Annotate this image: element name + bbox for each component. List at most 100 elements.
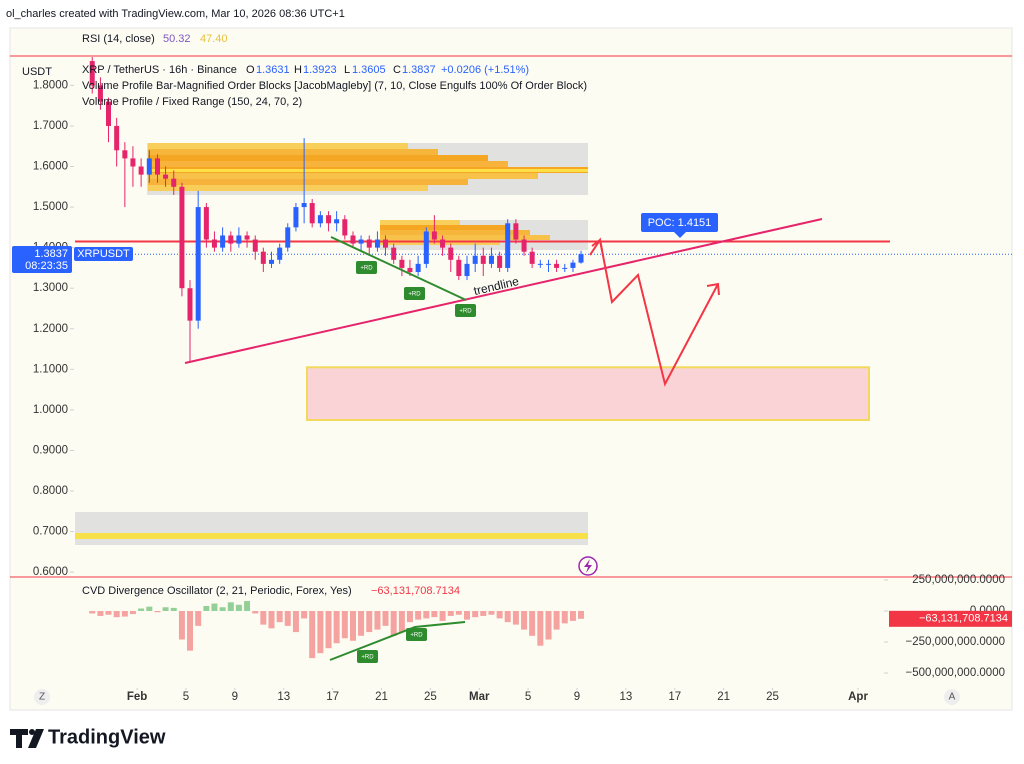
candle-body [260, 251, 266, 264]
ui-button-label[interactable]: A [949, 692, 956, 703]
cvd-bar [447, 610, 454, 616]
cvd-bar [374, 610, 381, 630]
candle-body [440, 239, 446, 248]
cvd-bar [358, 610, 365, 636]
candle-body [415, 263, 421, 272]
y-tick-label: 0.8000 [33, 485, 68, 497]
rd-tag [404, 287, 425, 300]
y-tick-label: 0.9000 [33, 444, 68, 456]
logo-text: TradingView [48, 726, 166, 748]
volume-bar [380, 220, 460, 225]
cvd-bar [504, 610, 511, 623]
ohlc-value: 1.3631 [256, 64, 290, 76]
candle-body [211, 239, 217, 248]
overlay: RSI (14, close) 50.32 47.40 USDT XRP / T… [10, 33, 1012, 748]
ohlc-letter: O [246, 64, 255, 76]
cvd-bar [235, 604, 242, 611]
cvd-bar [301, 610, 308, 619]
y-tick-label: 1.8000 [33, 79, 68, 91]
candle-body [505, 223, 511, 268]
cvd-bar [333, 610, 340, 644]
candle-body [383, 239, 389, 248]
ui-button[interactable] [944, 689, 960, 705]
cvd-bar [121, 610, 128, 617]
ui-button-label[interactable]: Z [39, 692, 45, 703]
cvd-tick-label: −250,000,000.0000 [906, 636, 1005, 648]
cvd-value-tag: −63,131,708.7134 [889, 610, 1012, 627]
cvd-bar [284, 610, 291, 626]
candle-body [220, 235, 226, 248]
y-tick-label: 1.7000 [33, 120, 68, 132]
cvd-bar [455, 610, 462, 615]
volume-bar [148, 143, 408, 149]
candle-body [277, 247, 283, 260]
cvd-bar [325, 610, 332, 649]
candle-body [301, 203, 307, 208]
alert-icon [584, 559, 592, 573]
volume-bar [148, 179, 468, 185]
cvd-bar [113, 610, 120, 618]
cvd-bar [390, 610, 397, 636]
ohlc-value: 1.3605 [352, 64, 386, 76]
cvd-bar [406, 610, 413, 623]
candle-body [317, 215, 323, 224]
drawings [184, 218, 823, 576]
ui-button[interactable] [34, 689, 50, 705]
candle-body [138, 166, 144, 175]
candle-body [570, 262, 576, 268]
rsi-value: 47.40 [200, 33, 228, 45]
ohlc-letter: L [344, 64, 350, 76]
candle-body [285, 227, 291, 248]
candle-body [546, 263, 552, 265]
cvd-bar [545, 610, 552, 640]
cvd-bar [138, 608, 145, 611]
candle-body [236, 235, 242, 244]
cvd-bar [186, 610, 193, 651]
candle-body [472, 255, 478, 264]
volume-bar [380, 235, 550, 240]
y-tick-label: 1.2000 [33, 323, 68, 335]
cvd-bar [219, 607, 226, 611]
rd-tag [356, 261, 377, 274]
cvd-bar [464, 610, 471, 620]
divergence-line [330, 236, 467, 301]
cvd-legend: CVD Divergence Oscillator (2, 21, Period… [82, 585, 352, 597]
volume-bar [148, 155, 488, 161]
cvd-bar [415, 610, 422, 620]
symbol-tag-box [74, 247, 133, 261]
candle-body [537, 263, 543, 265]
cvd-bar [268, 610, 275, 629]
volume-bar [148, 149, 438, 155]
cvd-bar [529, 610, 536, 636]
cvd-bar [170, 607, 177, 611]
cvd-bar [97, 610, 104, 616]
candle-body [130, 158, 136, 167]
rsi-label: RSI (14, close) [82, 33, 155, 45]
y-tick-label: 0.7000 [33, 526, 68, 538]
rd-tag [455, 304, 476, 317]
candle-body [293, 207, 299, 228]
candle-body [529, 251, 535, 264]
volume-profile [75, 143, 588, 545]
candle-body [309, 203, 315, 224]
cvd-drawings [329, 621, 466, 661]
y-tick-label: 1.3000 [33, 282, 68, 294]
candle-body [448, 247, 454, 260]
cvd-bar [537, 610, 544, 646]
candle-body [554, 263, 560, 268]
candle-body [456, 259, 462, 277]
candle-body [399, 259, 405, 268]
cvd-legend-value: −63,131,708.7134 [371, 585, 460, 597]
price-tag [12, 246, 72, 273]
candle-body [187, 288, 193, 321]
cvd-bar [292, 610, 299, 633]
candle-body [268, 259, 274, 264]
candle-body [562, 267, 568, 269]
candle-body [179, 186, 185, 289]
indicator-label: Volume Profile Bar-Magnified Order Block… [82, 80, 587, 92]
cvd-bar [129, 610, 136, 615]
ohlc-letter: H [294, 64, 302, 76]
support-zone [306, 366, 870, 422]
cvd-pane [89, 601, 585, 659]
x-tick-label: Apr [848, 691, 868, 703]
